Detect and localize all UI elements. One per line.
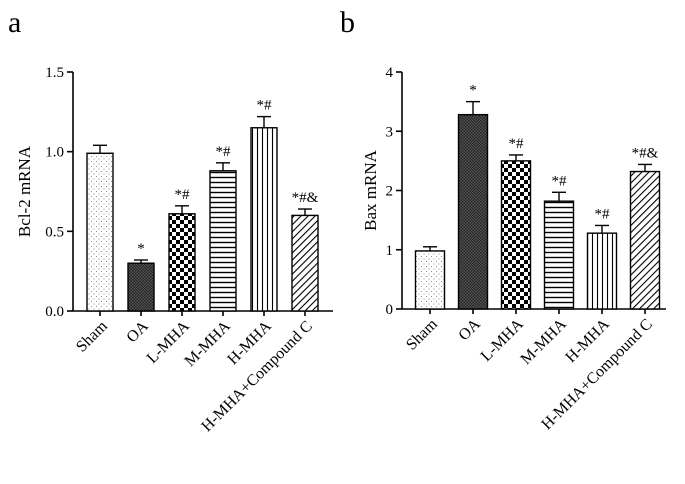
y-tick-label: 3 [386,124,394,140]
panel-b-letter: b [340,6,355,39]
category-label: Sham [73,317,111,355]
category-label: OA [123,317,152,346]
significance-label: *#& [632,145,659,161]
significance-label: * [469,83,477,99]
significance-label: *#& [292,190,319,206]
significance-label: *# [216,144,232,160]
bar [250,127,278,312]
y-tick-label: 4 [386,65,394,81]
y-tick-label: 1.5 [45,65,64,81]
bar [543,200,575,310]
category-label: OA [455,315,484,344]
category-label: Sham [403,315,441,353]
y-axis-title: Bcl-2 mRNA [15,145,34,237]
bar [127,262,155,312]
y-tick-label: 1.0 [45,145,64,161]
y-tick-label: 2 [386,184,394,200]
panel-a-letter: a [8,6,21,39]
significance-label: *# [175,187,191,203]
bar [86,152,114,312]
significance-label: *# [509,136,525,152]
bar [457,113,489,310]
y-tick-label: 1 [386,243,394,259]
y-tick-label: 0.0 [45,304,64,320]
category-label: M-MHA [518,315,571,368]
y-axis-title: Bax mRNA [361,149,380,230]
bar [209,170,237,312]
y-tick-label: 0.5 [45,224,64,240]
category-label: M-MHA [182,317,235,370]
significance-label: *# [595,206,611,222]
bar [168,213,196,312]
significance-label: * [137,241,145,257]
y-tick-label: 0 [386,302,394,318]
significance-label: *# [257,98,273,114]
bar [500,160,532,310]
bar [414,250,446,310]
significance-label: *# [552,173,568,189]
bar [291,214,319,312]
bar [586,232,618,310]
bar [629,170,661,310]
